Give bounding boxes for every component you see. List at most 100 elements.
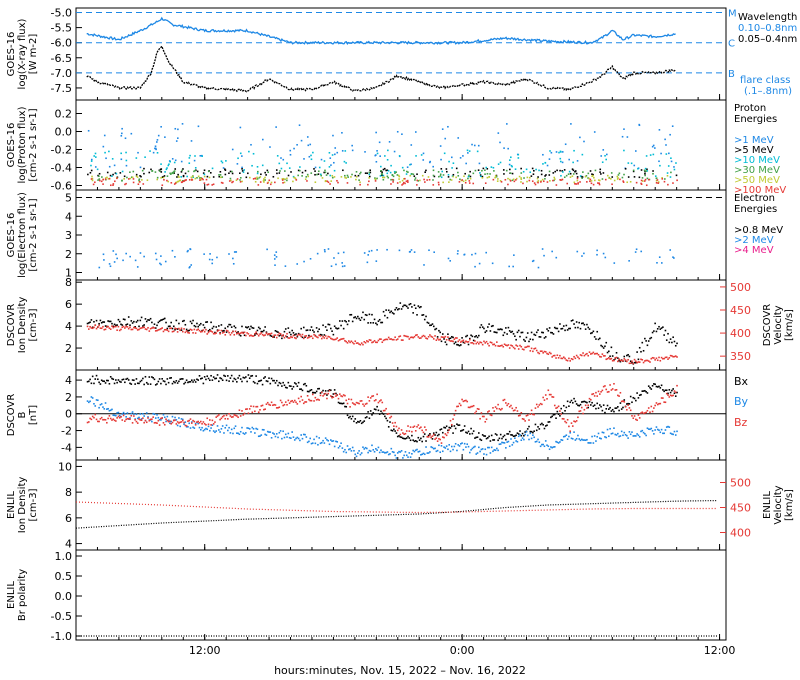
data-point->50 MeV: [383, 176, 386, 179]
data-point->5 MeV: [163, 175, 166, 177]
data-point-Bx: [494, 433, 497, 435]
data-point-Bz: [463, 399, 466, 402]
data-point-Bz: [658, 402, 660, 405]
data-point-By: [580, 438, 583, 441]
data-point->5 MeV: [433, 175, 436, 178]
data-point->30 MeV: [567, 173, 570, 175]
data-point->5 MeV: [364, 172, 367, 174]
data-point-Bx: [206, 375, 209, 377]
data-point-Bz: [355, 401, 358, 404]
data-point-Ion Density: [265, 331, 268, 333]
data-point-By: [380, 449, 382, 452]
data-point-By: [393, 451, 395, 454]
data-point-Bz: [676, 384, 678, 387]
data-point-Ion Density: [241, 325, 243, 328]
data-point-Bz: [552, 396, 555, 398]
y-tick-label: -0.6: [51, 180, 72, 193]
data-point-Bx: [418, 439, 421, 441]
data-point-Bz: [435, 437, 438, 439]
data-point-Velocity: [449, 340, 452, 342]
data-point->1 MeV: [432, 165, 434, 168]
data-point->10 MeV: [443, 152, 446, 155]
data-point-Velocity: [86, 325, 89, 328]
data-point-Velocity: [362, 343, 364, 346]
data-point-Bx: [538, 428, 541, 430]
data-point-Velocity: [646, 359, 649, 362]
legend-extra: flare class: [740, 75, 790, 86]
data-point-Velocity: [533, 347, 535, 350]
data-point->100 MeV: [327, 181, 330, 184]
data-point-Ion Density: [329, 327, 332, 330]
data-point-Bz: [537, 406, 539, 408]
data-point-Ion Density: [502, 334, 505, 337]
data-point->10 MeV: [382, 174, 385, 177]
data-point-Bx: [211, 379, 214, 381]
data-point-Velocity: [386, 338, 389, 341]
data-point-Ion Density: [534, 334, 537, 337]
data-point->100 MeV: [656, 179, 659, 181]
data-point->5 MeV: [276, 172, 278, 175]
data-point-By: [93, 403, 95, 405]
data-point->10 MeV: [384, 155, 386, 157]
data-point-Ion Density: [559, 323, 561, 325]
data-point->2 MeV: [634, 251, 637, 253]
data-point->30 MeV: [548, 170, 551, 173]
data-point-By: [232, 432, 234, 435]
data-point->30 MeV: [358, 179, 360, 181]
data-point-Bx: [112, 378, 115, 381]
data-point->5 MeV: [502, 169, 505, 171]
data-point-Ion Density: [588, 328, 591, 330]
data-point-Bz: [551, 396, 553, 398]
data-point-Bx: [99, 383, 102, 385]
data-point-Bz: [544, 394, 547, 396]
data-point->10 MeV: [201, 155, 203, 157]
data-point-Velocity: [293, 336, 296, 339]
data-point-Ion Density: [587, 326, 590, 329]
y-tick-label: 0.0: [55, 590, 73, 603]
data-point-Ion Density: [597, 338, 600, 341]
data-point->10 MeV: [111, 158, 114, 160]
data-point->100 MeV: [231, 181, 233, 184]
data-point-Velocity: [609, 358, 611, 360]
data-point->100 MeV: [533, 182, 536, 184]
data-point-By: [622, 434, 624, 437]
data-point-Velocity: [360, 342, 363, 344]
data-point-Bz: [617, 394, 619, 397]
y-tick-label: -6.5: [51, 52, 72, 65]
data-point->50 MeV: [494, 176, 496, 179]
data-point-Bx: [133, 379, 135, 382]
data-point-Bz: [596, 395, 599, 397]
data-point->100 MeV: [403, 181, 405, 184]
data-point-By: [438, 444, 440, 447]
data-point-By: [663, 432, 665, 435]
data-point-Velocity: [326, 337, 328, 340]
data-point->30 MeV: [457, 175, 460, 177]
y-axis-label: GOES-16: [6, 213, 17, 258]
data-point-By: [233, 427, 236, 430]
data-point->50 MeV: [597, 179, 600, 181]
data-point->30 MeV: [306, 173, 309, 176]
data-point->10 MeV: [401, 166, 404, 169]
data-point-By: [658, 429, 660, 432]
data-point-Bx: [669, 391, 672, 394]
data-point-By: [286, 436, 288, 438]
data-point-Ion Density: [245, 326, 247, 328]
data-point->30 MeV: [381, 173, 384, 175]
data-point->10 MeV: [522, 170, 525, 173]
data-point-By: [481, 448, 484, 450]
data-point-By: [279, 430, 282, 432]
data-point-Bz: [469, 406, 471, 409]
data-point-By: [364, 446, 367, 449]
data-point-Ion Density: [449, 337, 452, 340]
data-point-By: [318, 437, 321, 439]
data-point->100 MeV: [161, 184, 164, 187]
data-point-Bz: [663, 401, 665, 403]
data-point-Bx: [384, 415, 386, 418]
data-point-Bz: [656, 403, 659, 406]
data-point->10 MeV: [368, 173, 371, 176]
data-point-Ion Density: [619, 360, 622, 363]
data-point-By: [115, 414, 117, 417]
data-point-Bz: [475, 410, 478, 413]
data-point->10 MeV: [447, 173, 450, 176]
y-axis-label: Br polarity: [17, 569, 28, 621]
